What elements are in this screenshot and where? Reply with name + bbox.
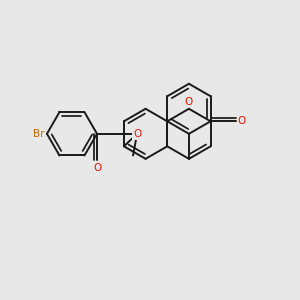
Text: O: O: [133, 129, 141, 139]
Text: O: O: [185, 97, 193, 107]
Text: Br: Br: [33, 129, 45, 139]
Text: O: O: [93, 163, 101, 173]
Text: O: O: [237, 116, 245, 126]
